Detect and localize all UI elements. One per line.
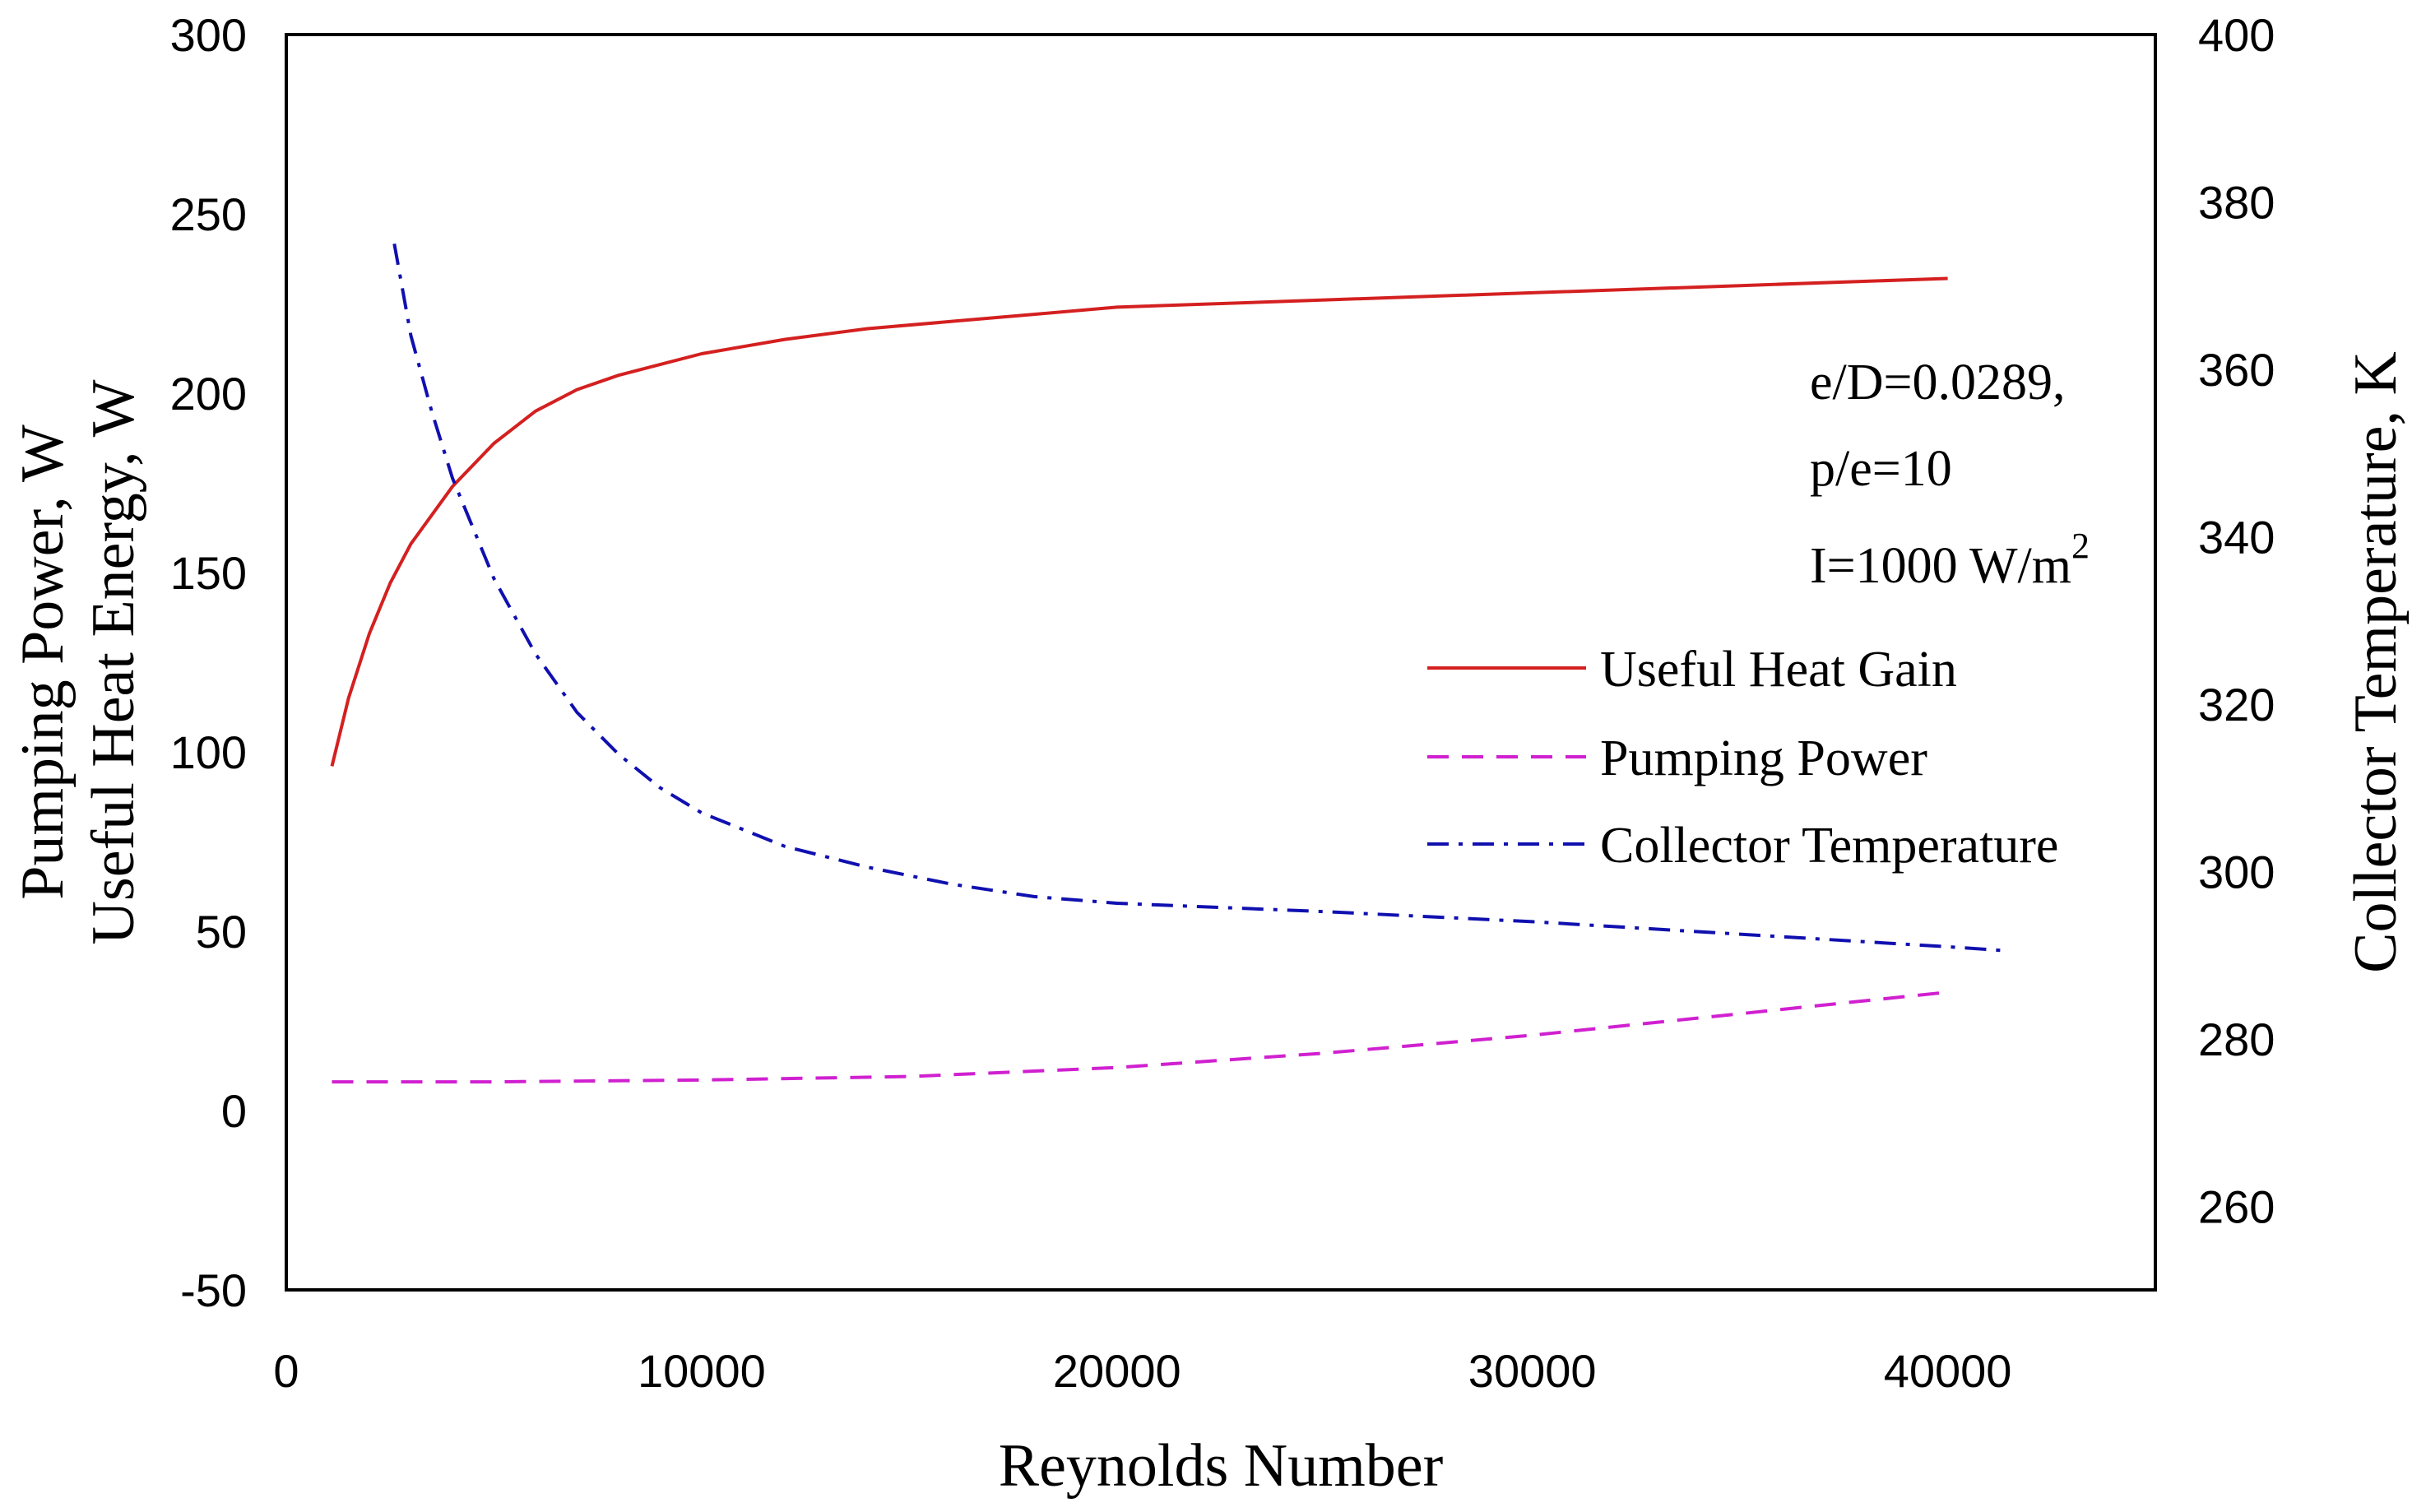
annotation-ed: e/D=0.0289,: [1810, 355, 2065, 410]
y-right-tick-label: 380: [2198, 176, 2275, 228]
y-right-tick-label: 260: [2198, 1180, 2275, 1232]
series-line-useful-heat-gain: [330, 276, 1948, 767]
y-left-tick-labels: -50 0 50 100 150 200 250 300: [170, 9, 247, 1316]
y-right-tick-label: 400: [2198, 9, 2275, 61]
y-right-tick-label: 280: [2198, 1013, 2275, 1065]
annotation-irradiance: I=1000 W/m2: [1810, 526, 2090, 594]
x-tick-label: 0: [273, 1345, 299, 1397]
legend-label-useful-heat-gain: Useful Heat Gain: [1600, 642, 1957, 698]
plot-frame: [285, 33, 2157, 1292]
annotation-irradiance-exponent: 2: [2071, 526, 2090, 566]
y-left-tick-label: 250: [170, 188, 247, 240]
x-tick-label: 10000: [638, 1345, 766, 1397]
x-tick-label: 40000: [1884, 1345, 2012, 1397]
x-tick-label: 20000: [1053, 1345, 1181, 1397]
y-left-tick-label: 150: [170, 547, 247, 599]
y-right-tick-label: 340: [2198, 511, 2275, 563]
y-left-axis-title-1: Pumping Power, W: [9, 424, 77, 900]
x-axis-title: Reynolds Number: [999, 1432, 1444, 1500]
y-left-tick-label: -50: [180, 1264, 247, 1316]
y-left-tick-label: 300: [170, 9, 247, 61]
annotation-irradiance-base: I=1000 W/m: [1810, 538, 2071, 594]
legend-label-pumping-power: Pumping Power: [1600, 730, 1927, 786]
y-right-tick-label: 300: [2198, 846, 2275, 897]
y-right-tick-labels: 260 280 300 320 340 360 380 400: [2198, 9, 2275, 1232]
y-left-tick-label: 0: [221, 1085, 247, 1137]
y-left-tick-label: 200: [170, 368, 247, 420]
y-right-tick-label: 320: [2198, 679, 2275, 730]
legend-label-collector-temperature: Collector Temperature: [1600, 818, 2058, 874]
y-right-tick-label: 360: [2198, 344, 2275, 396]
y-left-axis-title-2: Useful Heat Energy, W: [80, 379, 147, 944]
series-layer: [330, 243, 2011, 1084]
series-line-pumping-power: [332, 990, 1948, 1084]
annotation-pe: p/e=10: [1810, 441, 1952, 497]
y-left-tick-label: 100: [170, 726, 247, 778]
x-tick-labels: 0 10000 20000 30000 40000: [273, 1345, 2011, 1397]
y-right-axis-title: Collector Temperature, K: [2342, 351, 2410, 973]
y-left-tick-label: 50: [196, 906, 247, 958]
x-tick-label: 30000: [1468, 1345, 1597, 1397]
legend: Useful Heat Gain Pumping Power Collector…: [1427, 642, 2058, 874]
series-line-collector-temperature: [392, 243, 2011, 953]
